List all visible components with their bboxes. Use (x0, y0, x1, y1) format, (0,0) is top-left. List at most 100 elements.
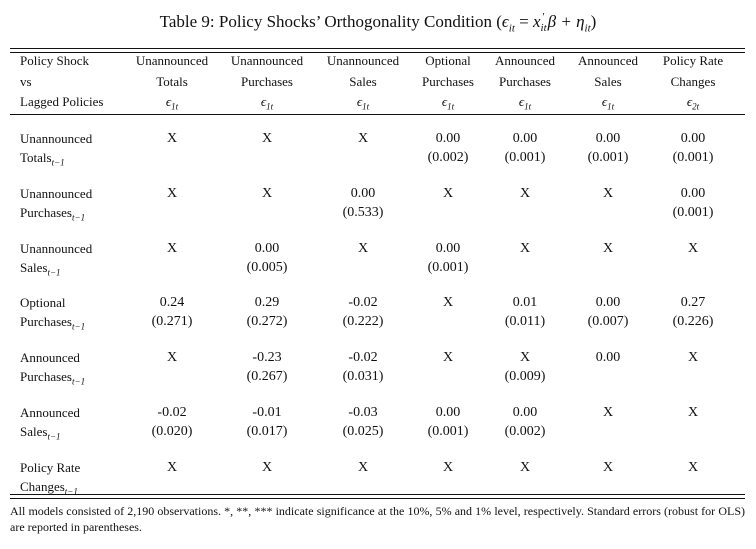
row-label-line2: Purchasest−1 (20, 367, 120, 392)
bottom-rule-2 (10, 498, 745, 499)
coefficient: 0.00 (435, 240, 461, 256)
coefficient: X (602, 185, 614, 201)
column-header: Unannounced Totals ϵ1t (134, 51, 210, 117)
row-label: Unannounced Totalst−1 (20, 129, 120, 173)
row-label-line2: Totalst−1 (20, 148, 120, 173)
epsilon-symbol: ϵ (686, 94, 693, 109)
coefficient: X (442, 185, 454, 201)
table-cell: X (134, 458, 210, 477)
coefficient: X (442, 295, 454, 311)
coefficient: X (519, 350, 531, 366)
row-label-name: Sales (20, 259, 48, 275)
epsilon-symbol: ϵ (441, 94, 448, 109)
row-label-name: Purchases (20, 204, 72, 220)
coefficient: 0.00 (254, 240, 280, 256)
column-header-line1: Unannounced (230, 53, 304, 68)
table-cell: 0.00 (0.001) (655, 129, 731, 167)
row-label: Announced Salest−1 (20, 403, 120, 447)
standard-error: (0.001) (587, 150, 629, 165)
standard-error: (0.005) (246, 259, 288, 275)
column-header-line2: Changes (670, 73, 716, 89)
column-header: Unannounced Sales ϵ1t (325, 51, 401, 117)
eq-equals: = (514, 12, 533, 31)
top-rule-1 (10, 48, 745, 49)
table-cell: X (487, 458, 563, 477)
standard-error: (0.272) (246, 314, 288, 330)
column-header-epsilon: ϵ1t (325, 92, 401, 117)
column-header-line1: Policy Rate (662, 53, 724, 68)
coefficient: X (357, 240, 369, 256)
table-cell: 0.00 (0.001) (410, 403, 486, 441)
table-cell: X (410, 458, 486, 477)
row-label: Unannounced Purchasest−1 (20, 184, 120, 228)
coefficient: X (357, 131, 369, 146)
standard-error: (0.222) (342, 314, 384, 330)
column-header-epsilon: ϵ1t (134, 92, 210, 117)
column-header-epsilon: ϵ1t (487, 92, 563, 117)
table-cell: X (325, 239, 401, 258)
coefficient: -0.02 (348, 350, 378, 366)
coefficient: 0.29 (254, 295, 280, 311)
coefficient: X (687, 240, 699, 256)
coefficient: X (166, 459, 178, 475)
eq-sub3: it (584, 22, 591, 35)
standard-error: (0.017) (246, 424, 288, 439)
table-cell: 0.00 (0.001) (487, 129, 563, 167)
epsilon-subscript: 1t (171, 101, 179, 112)
coefficient: X (687, 459, 699, 475)
column-header: Unannounced Purchases ϵ1t (229, 51, 305, 117)
column-header: Announced Sales ϵ1t (570, 51, 646, 117)
coefficient: 0.01 (512, 295, 538, 311)
eq-prime-sub: ′ it (541, 12, 547, 34)
table-cell: 0.00 (0.533) (325, 184, 401, 222)
header-label-line: Lagged Policies (20, 94, 104, 109)
coefficient: X (357, 459, 369, 475)
row-label-lag: t−1 (72, 376, 86, 387)
epsilon-subscript: 1t (362, 101, 370, 112)
row-label-line1: Policy Rate (20, 459, 81, 475)
table-cell: 0.29 (0.272) (229, 293, 305, 331)
table-cell: X (325, 458, 401, 477)
row-label-line1: Announced (20, 350, 80, 366)
coefficient: X (687, 350, 699, 366)
table-cell: X (134, 184, 210, 203)
coefficient: -0.02 (348, 295, 378, 311)
column-header-line1: Unannounced (135, 53, 209, 68)
table-cell: -0.02 (0.031) (325, 348, 401, 386)
epsilon-symbol: ϵ (356, 94, 363, 109)
header-rule (10, 114, 745, 115)
column-header-line2: Sales (594, 73, 622, 89)
row-label-name: Purchases (20, 369, 72, 385)
table-cell: X (655, 458, 731, 477)
standard-error: (0.271) (151, 314, 193, 330)
column-header-epsilon: ϵ1t (229, 92, 305, 117)
eq-open: ( (496, 12, 502, 31)
coefficient: X (166, 350, 178, 366)
coefficient: X (261, 131, 273, 146)
table-cell: X (134, 239, 210, 258)
header-label-line: Policy Shock (20, 53, 89, 68)
coefficient: -0.02 (157, 405, 187, 420)
table-cell: -0.03 (0.025) (325, 403, 401, 441)
table-cell: 0.00 (0.001) (410, 239, 486, 277)
row-label-name: Sales (20, 424, 48, 439)
row-label-line1: Optional (20, 295, 66, 311)
table-cell: X (655, 239, 731, 258)
eq-beta-eta: β + η (547, 12, 585, 31)
row-label-name: Purchases (20, 314, 72, 330)
coefficient: 0.24 (159, 295, 185, 311)
column-header-line1: Unannounced (326, 53, 400, 68)
title-equation: (ϵit = x ′ it β + ηit) (496, 12, 596, 35)
epsilon-subscript: 1t (524, 101, 532, 112)
coefficient: X (166, 131, 178, 146)
standard-error: (0.533) (342, 204, 384, 220)
table-cell: X (570, 239, 646, 258)
table-cell: -0.23 (0.267) (229, 348, 305, 386)
table-cell: -0.01 (0.017) (229, 403, 305, 441)
standard-error: (0.267) (246, 369, 288, 385)
standard-error: (0.002) (504, 424, 546, 439)
table-cell: 0.00 (0.001) (655, 184, 731, 222)
epsilon-subscript: 1t (607, 101, 615, 112)
bottom-rule-1 (10, 494, 745, 495)
table-cell: X (410, 348, 486, 367)
